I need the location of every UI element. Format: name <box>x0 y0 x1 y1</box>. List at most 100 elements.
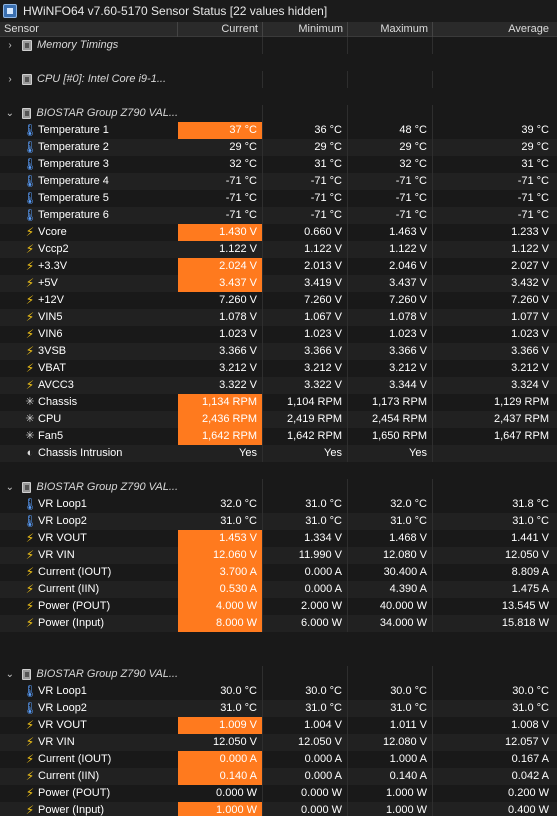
minimum-value: 3.322 V <box>263 377 348 394</box>
sensor-row[interactable]: ⚡ VR VOUT 1.453 V 1.334 V 1.468 V 1.441 V <box>0 530 557 547</box>
maximum-value: 12.080 V <box>348 734 433 751</box>
minimum-value: 3.419 V <box>263 275 348 292</box>
maximum-value: 1.000 W <box>348 802 433 816</box>
sensor-row[interactable]: ⚡ +5V 3.437 V 3.419 V 3.437 V 3.432 V <box>0 275 557 292</box>
sensor-row[interactable]: 🌡 Temperature 6 -71 °C -71 °C -71 °C -71 °C <box>0 207 557 224</box>
minimum-value: 30.0 °C <box>263 683 348 700</box>
current-value: 32 °C <box>178 156 263 173</box>
group-name-cell: › Memory Timings <box>0 37 178 54</box>
chevron-right-icon[interactable]: › <box>8 40 12 51</box>
minimum-value: 1.004 V <box>263 717 348 734</box>
sensor-row[interactable]: ⚡ Power (POUT) 0.000 W 0.000 W 1.000 W 0.200 … <box>0 785 557 802</box>
minimum-value: 0.000 A <box>263 581 348 598</box>
current-value: 0.140 A <box>178 768 263 785</box>
sensor-row[interactable]: 🌡 VR Loop2 31.0 °C 31.0 °C 31.0 °C 31.0 °C <box>0 700 557 717</box>
group-empty-cell <box>178 479 263 496</box>
chevron-right-icon[interactable]: › <box>8 74 12 85</box>
bolt-icon: ⚡ <box>25 276 35 290</box>
minimum-value: 31.0 °C <box>263 496 348 513</box>
chevron-down-icon[interactable]: ⌄ <box>5 108 15 119</box>
sensor-label: Temperature 6 <box>38 209 109 221</box>
bolt-icon: ⚡ <box>25 242 35 256</box>
maximum-value: 0.140 A <box>348 768 433 785</box>
sensor-row[interactable]: 🌡 Temperature 3 32 °C 31 °C 32 °C 31 °C <box>0 156 557 173</box>
sensor-row[interactable]: ⚡ Power (Input) 8.000 W 6.000 W 34.000 W 15.8… <box>0 615 557 632</box>
current-value: 1.122 V <box>178 241 263 258</box>
sensor-row[interactable]: ⚡ VIN6 1.023 V 1.023 V 1.023 V 1.023 V <box>0 326 557 343</box>
column-header-maximum[interactable]: Maximum <box>348 22 433 37</box>
current-value: -71 °C <box>178 173 263 190</box>
bolt-icon: ⚡ <box>25 327 35 341</box>
sensor-row[interactable]: ✳ Fan5 1,642 RPM 1,642 RPM 1,650 RPM 1,647 RP… <box>0 428 557 445</box>
average-value: 1.233 V <box>511 226 549 238</box>
sensor-row[interactable]: ⚡ Current (IOUT) 3.700 A 0.000 A 30.400 A 8.8… <box>0 564 557 581</box>
sensor-label: Current (IOUT) <box>38 753 112 765</box>
sensor-row[interactable]: ⚡ 3VSB 3.366 V 3.366 V 3.366 V 3.366 V <box>0 343 557 360</box>
sensor-row[interactable]: ⚡ VR VIN 12.060 V 11.990 V 12.080 V 12.050 V <box>0 547 557 564</box>
current-value: -71 °C <box>178 207 263 224</box>
sensor-row[interactable]: ✳ Chassis 1,134 RPM 1,104 RPM 1,173 RPM 1,129… <box>0 394 557 411</box>
sensor-row[interactable]: 🌡 Temperature 2 29 °C 29 °C 29 °C 29 °C <box>0 139 557 156</box>
sensor-row[interactable]: ◐ Chassis Intrusion Yes Yes Yes <box>0 445 557 462</box>
average-value: 1.077 V <box>511 311 549 323</box>
sensor-row[interactable]: ⚡ VR VOUT 1.009 V 1.004 V 1.011 V 1.008 V <box>0 717 557 734</box>
sensor-group-row[interactable]: › CPU [#0]: Intel Core i9-1... <box>0 71 557 88</box>
sensor-name-cell: ⚡ Current (IIN) <box>0 768 178 785</box>
sensor-row[interactable]: ⚡ Vcore 1.430 V 0.660 V 1.463 V 1.233 V <box>0 224 557 241</box>
sensor-row[interactable]: ⚡ +3.3V 2.024 V 2.013 V 2.046 V 2.027 V <box>0 258 557 275</box>
sensor-row[interactable]: ⚡ AVCC3 3.322 V 3.322 V 3.344 V 3.324 V <box>0 377 557 394</box>
sensor-row[interactable]: ⚡ Current (IIN) 0.140 A 0.000 A 0.140 A 0.042… <box>0 768 557 785</box>
average-value: 39 °C <box>521 124 549 136</box>
current-value: 12.060 V <box>178 547 263 564</box>
sensor-row[interactable]: ⚡ VIN5 1.078 V 1.067 V 1.078 V 1.077 V <box>0 309 557 326</box>
sensor-name-cell: ⚡ VR VIN <box>0 734 178 751</box>
column-header-sensor[interactable]: Sensor <box>0 22 178 37</box>
minimum-value: 1.067 V <box>263 309 348 326</box>
group-label: CPU [#0]: Intel Core i9-1... <box>37 73 166 85</box>
sensor-row[interactable]: 🌡 VR Loop2 31.0 °C 31.0 °C 31.0 °C 31.0 °C <box>0 513 557 530</box>
sensor-name-cell: ⚡ AVCC3 <box>0 377 178 394</box>
minimum-value: 31.0 °C <box>263 513 348 530</box>
current-value: 37 °C <box>178 122 263 139</box>
chevron-down-icon[interactable]: ⌄ <box>5 669 15 680</box>
column-header-current[interactable]: Current <box>178 22 263 37</box>
title-bar[interactable]: HWiNFO64 v7.60-5170 Sensor Status [22 va… <box>0 0 557 22</box>
group-empty-cell <box>348 71 433 88</box>
sensor-row[interactable]: ⚡ Power (Input) 1.000 W 0.000 W 1.000 W 0.400… <box>0 802 557 816</box>
sensor-row[interactable]: 🌡 Temperature 4 -71 °C -71 °C -71 °C -71 °C <box>0 173 557 190</box>
bolt-icon: ⚡ <box>25 293 35 307</box>
sensor-label: Temperature 3 <box>38 158 109 170</box>
sensor-row[interactable]: 🌡 Temperature 1 37 °C 36 °C 48 °C 39 °C <box>0 122 557 139</box>
intrusion-icon: ◐ <box>26 447 34 459</box>
sensor-row[interactable]: ✳ CPU 2,436 RPM 2,419 RPM 2,454 RPM 2,437 RPM <box>0 411 557 428</box>
bolt-icon: ⚡ <box>25 259 35 273</box>
group-label: BIOSTAR Group Z790 VAL... <box>36 668 178 680</box>
minimum-value: 31 °C <box>263 156 348 173</box>
minimum-value: 6.000 W <box>263 615 348 632</box>
sensor-row[interactable]: 🌡 Temperature 5 -71 °C -71 °C -71 °C -71 °C <box>0 190 557 207</box>
sensor-group-row[interactable]: ⌄ BIOSTAR Group Z790 VAL... <box>0 479 557 496</box>
current-value: 32.0 °C <box>178 496 263 513</box>
sensor-group-row[interactable]: ⌄ BIOSTAR Group Z790 VAL... <box>0 105 557 122</box>
sensor-row[interactable]: ⚡ VR VIN 12.050 V 12.050 V 12.080 V 12.057 V <box>0 734 557 751</box>
bolt-icon: ⚡ <box>25 803 35 816</box>
sensor-row[interactable]: 🌡 VR Loop1 32.0 °C 31.0 °C 32.0 °C 31.8 °C <box>0 496 557 513</box>
sensor-row[interactable]: 🌡 VR Loop1 30.0 °C 30.0 °C 30.0 °C 30.0 °C <box>0 683 557 700</box>
average-value: 1,647 RPM <box>493 430 549 442</box>
group-empty-cell <box>433 71 557 88</box>
average-value: 12.050 V <box>504 549 549 561</box>
sensor-row[interactable]: ⚡ Vccp2 1.122 V 1.122 V 1.122 V 1.122 V <box>0 241 557 258</box>
column-header-average[interactable]: Average <box>508 23 549 35</box>
column-header-minimum[interactable]: Minimum <box>263 22 348 37</box>
sensor-row[interactable]: ⚡ +12V 7.260 V 7.260 V 7.260 V 7.260 V <box>0 292 557 309</box>
current-value: 3.366 V <box>178 343 263 360</box>
sensor-name-cell: ⚡ VR VOUT <box>0 717 178 734</box>
sensor-row[interactable]: ⚡ Current (IIN) 0.530 A 0.000 A 4.390 A 1.475… <box>0 581 557 598</box>
sensor-row[interactable]: ⚡ VBAT 3.212 V 3.212 V 3.212 V 3.212 V <box>0 360 557 377</box>
sensor-group-row[interactable]: › Memory Timings <box>0 37 557 54</box>
sensor-group-row[interactable]: ⌄ BIOSTAR Group Z790 VAL... <box>0 666 557 683</box>
sensor-row[interactable]: ⚡ Power (POUT) 4.000 W 2.000 W 40.000 W 13.54… <box>0 598 557 615</box>
chevron-down-icon[interactable]: ⌄ <box>5 482 15 493</box>
maximum-value: 1.468 V <box>348 530 433 547</box>
sensor-row[interactable]: ⚡ Current (IOUT) 0.000 A 0.000 A 1.000 A 0.16… <box>0 751 557 768</box>
